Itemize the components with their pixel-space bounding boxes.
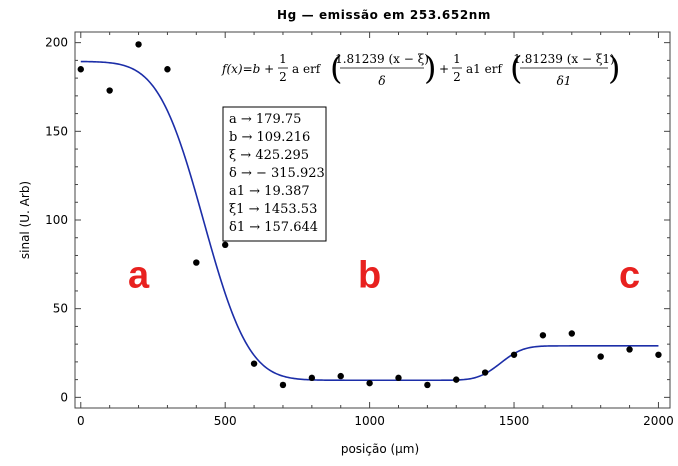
data-point [481,369,489,376]
region-label-c: c [619,254,640,296]
formula-term2-num: 1.81239 (x − ξ1) [513,52,615,66]
param-b: b → 109.216 [229,130,310,145]
formula-half-num-1: 1 [279,52,287,66]
plot-frame [74,31,671,409]
data-point [395,374,402,382]
formula-paren-close-1: ) [424,49,436,87]
x-tick-label: 2000 [643,414,674,428]
x-tick-label: 0 [77,414,85,428]
formula-paren-close-2: ) [608,49,620,87]
formula-term2-coef: a1 erf [466,62,503,76]
y-tick-label: 50 [53,302,68,316]
y-axis-label: sinal (U. Arb) [18,181,32,259]
x-tick-label: 500 [214,414,237,428]
formula-term1-coef: a erf [292,62,322,76]
x-axis-label: posição (μm) [341,442,419,456]
fit-formula: f(x)=b + 1 2 a erf ( 1.81239 (x − ξ) δ )… [221,49,620,88]
chart-title: Hg — emissão em 253.652nm [277,8,491,22]
data-points-layer [77,41,662,389]
data-point [626,346,633,353]
param-a1: a1 → 19.387 [229,184,310,199]
formula-plus: + [439,62,449,76]
data-point [164,66,171,73]
fit-parameters-box: a → 179.75 b → 109.216 ξ → 425.295 δ → −… [222,106,327,242]
y-tick-label: 0 [60,390,68,404]
data-point [221,241,229,249]
formula-term1-num: 1.81239 (x − ξ) [335,52,429,66]
y-tick-label: 100 [45,213,68,227]
data-point [106,87,113,94]
data-point [539,332,547,339]
formula-term1-den: δ [378,74,385,88]
formula-lhs: f(x)=b + [221,62,274,76]
formula-paren-open-1: ( [330,49,342,87]
formula-paren-open-2: ( [510,49,522,87]
data-point [510,351,518,358]
param-a: a → 179.75 [229,112,301,127]
formula-half-den-1: 2 [279,70,287,84]
data-point [77,66,84,73]
data-point [568,330,575,337]
axis-ticks: 0 500 1000 1500 2000 0 50 100 150 200 [45,32,674,428]
data-point [135,41,142,48]
y-tick-label: 150 [45,124,68,138]
param-box-frame [222,106,327,242]
formula-half-den-2: 2 [453,70,461,84]
formula-term2-den: δ1 [557,74,572,88]
param-xi1: ξ1 → 1453.53 [229,202,317,217]
region-labels: a b c [128,254,640,296]
data-point [453,376,460,383]
data-point [424,381,431,389]
data-point [655,351,662,358]
param-xi: ξ → 425.295 [229,148,309,163]
data-point [337,372,344,380]
data-point [597,353,604,360]
region-label-b: b [358,254,381,296]
x-tick-label: 1500 [499,414,530,428]
region-label-a: a [128,254,150,296]
data-point [250,360,258,367]
param-delta1: δ1 → 157.644 [229,220,318,235]
x-tick-label: 1000 [354,414,385,428]
data-point [193,259,200,266]
y-tick-label: 200 [45,36,68,50]
formula-half-num-2: 1 [453,52,461,66]
param-delta: δ → − 315.923 [229,166,325,181]
data-point [366,379,373,387]
data-point [279,381,287,389]
data-point [308,374,316,382]
